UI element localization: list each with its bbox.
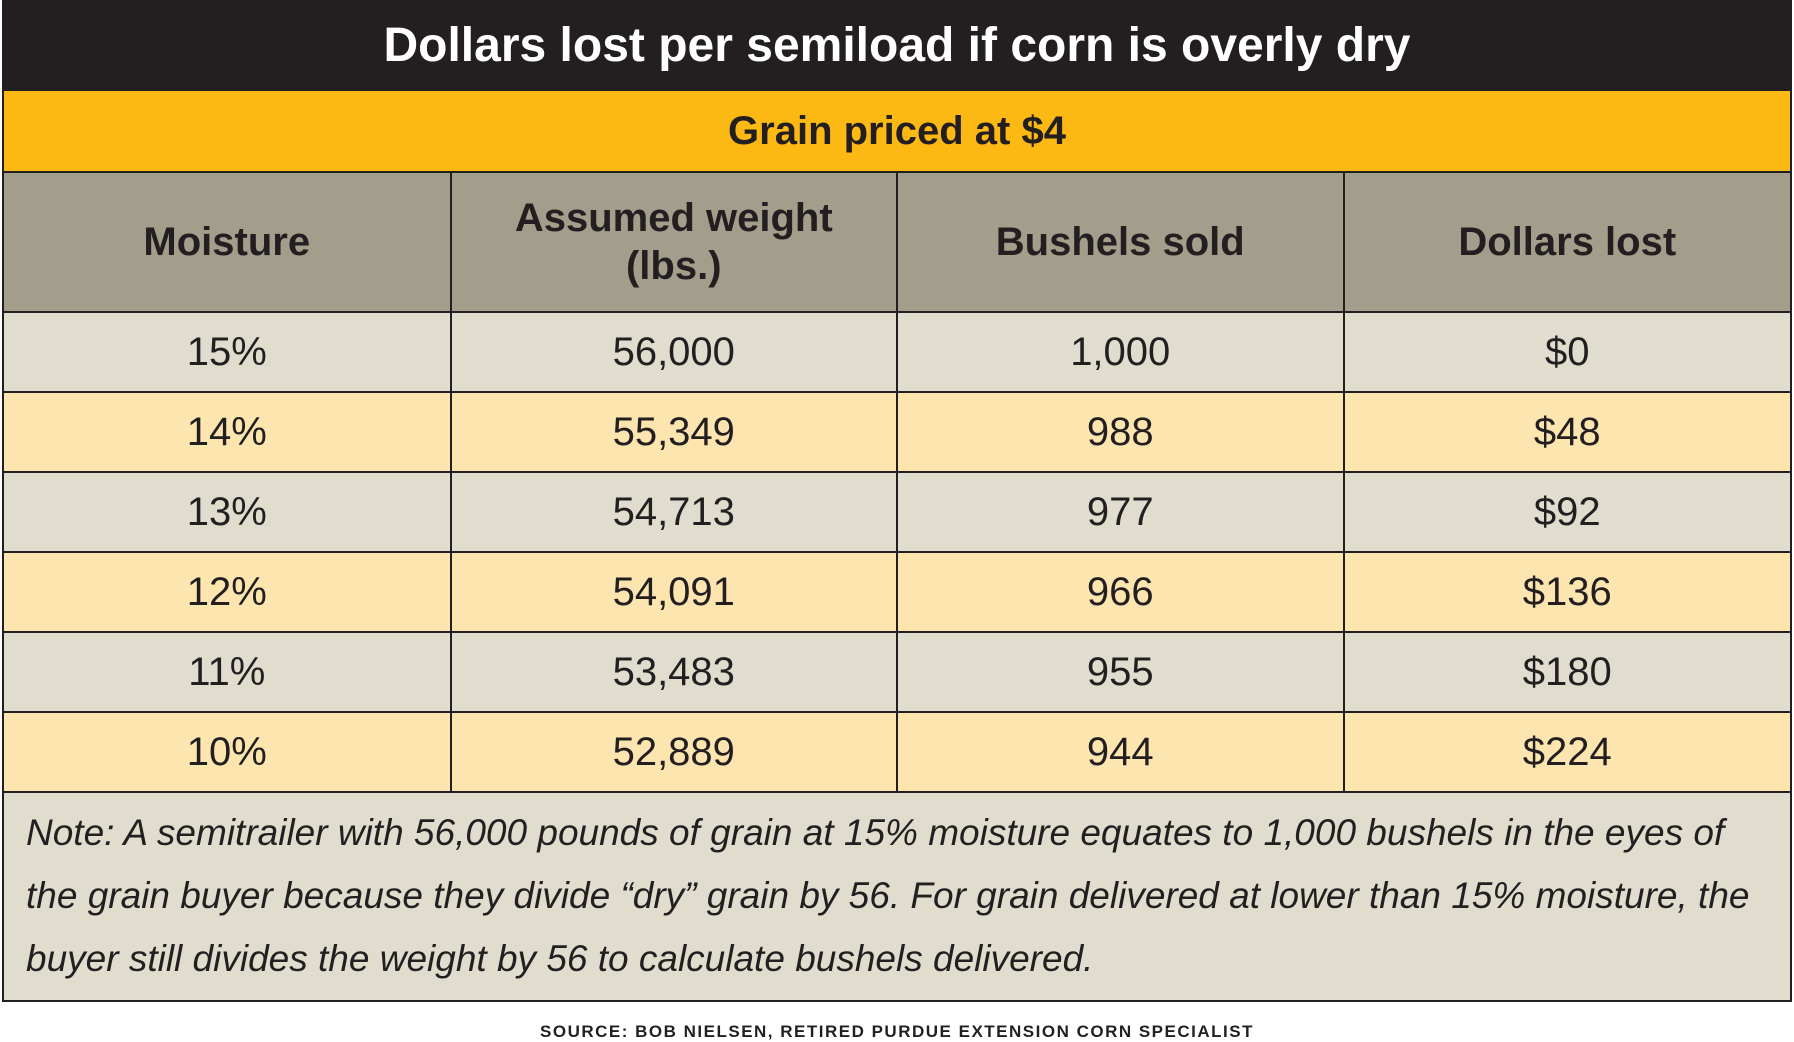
table-cell: 13% [4,471,452,553]
table-row: 14% 55,349 988 $48 [4,391,1790,473]
subtitle: Grain priced at $4 [4,89,1790,171]
table-cell: $48 [1342,391,1790,473]
column-header: Bushels sold [896,171,1345,313]
table-cell: $0 [1342,311,1790,393]
table-cell: 10% [4,711,452,793]
table-row: 15% 56,000 1,000 $0 [4,311,1790,393]
infographic: Dollars lost per semiload if corn is ove… [2,0,1792,1002]
table-cell: 54,713 [449,471,898,553]
table-cell: 15% [4,311,452,393]
table-cell: $92 [1342,471,1790,553]
table-cell: 1,000 [896,311,1345,393]
table-cell: 966 [896,551,1345,633]
column-header: Assumed weight (lbs.) [449,171,898,313]
table-cell: 977 [896,471,1345,553]
table-cell: 54,091 [449,551,898,633]
table-row: 11% 53,483 955 $180 [4,631,1790,713]
table-cell: $136 [1342,551,1790,633]
table-cell: 52,889 [449,711,898,793]
column-header: Dollars lost [1342,171,1790,313]
table-cell: 988 [896,391,1345,473]
table-row: 12% 54,091 966 $136 [4,551,1790,633]
source: SOURCE: BOB NIELSEN, RETIRED PURDUE EXTE… [540,1022,1254,1041]
table-body: 15% 56,000 1,000 $0 14% 55,349 988 $48 13% 54,713… [4,311,1790,793]
table-row: 13% 54,713 977 $92 [4,471,1790,553]
header-row: Moisture Assumed weight (lbs.) Bushels sol… [4,171,1790,313]
table-cell: 11% [4,631,452,713]
note: Note: A semitrailer with 56,000 pounds o… [4,793,1790,1000]
table-cell: $180 [1342,631,1790,713]
table-cell: 12% [4,551,452,633]
table-cell: 53,483 [449,631,898,713]
table-cell: 56,000 [449,311,898,393]
table-cell: $224 [1342,711,1790,793]
table-row: 10% 52,889 944 $224 [4,711,1790,793]
data-table: Moisture Assumed weight (lbs.) Bushels sol… [4,171,1790,793]
table-cell: 14% [4,391,452,473]
table-cell: 955 [896,631,1345,713]
table-head: Moisture Assumed weight (lbs.) Bushels sol… [4,171,1790,313]
table-cell: 944 [896,711,1345,793]
title: Dollars lost per semiload if corn is ove… [4,2,1790,89]
table-cell: 55,349 [449,391,898,473]
column-header: Moisture [4,171,452,313]
